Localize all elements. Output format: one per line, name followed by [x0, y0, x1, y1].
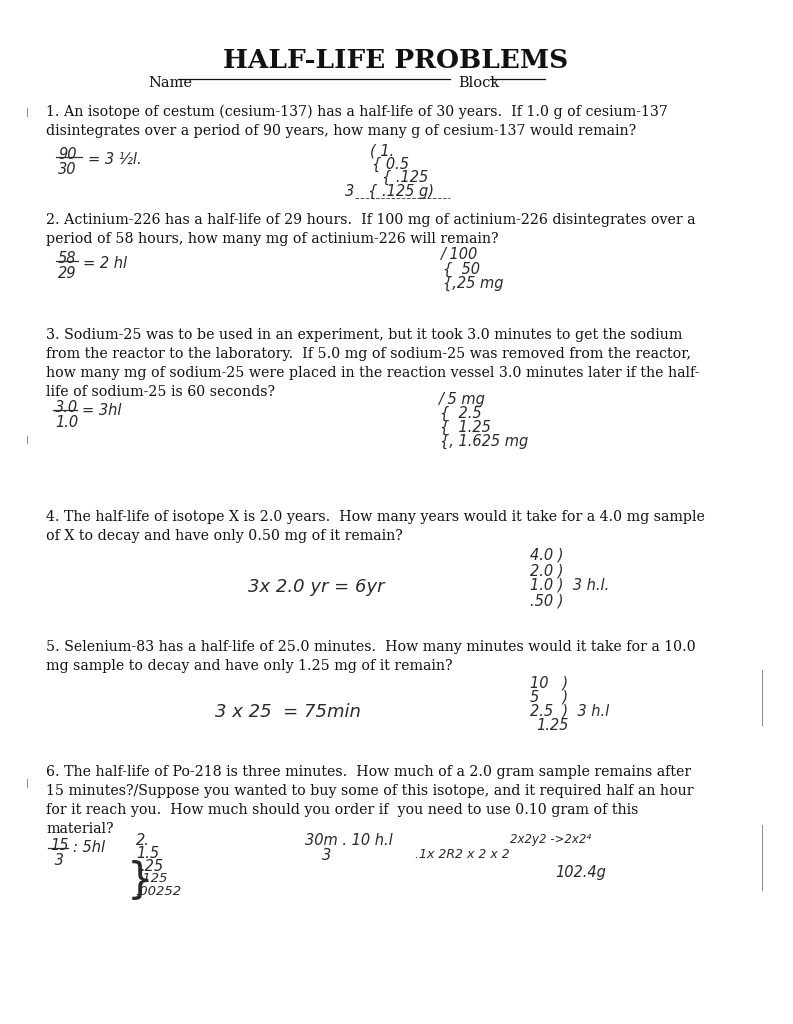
Text: 90: 90 — [58, 147, 76, 162]
Text: HALF-LIFE PROBLEMS: HALF-LIFE PROBLEMS — [224, 48, 569, 73]
Text: 102.4g: 102.4g — [555, 865, 606, 880]
Text: 30: 30 — [58, 162, 76, 177]
Text: 1.25: 1.25 — [536, 718, 569, 733]
Text: {,25 mg: {,25 mg — [443, 276, 504, 291]
Text: 5     ): 5 ) — [530, 690, 568, 705]
Text: 6. The half-life of Po-218 is three minutes.  How much of a 2.0 gram sample rema: 6. The half-life of Po-218 is three minu… — [46, 765, 694, 836]
Text: 1.0 )  3 h.l.: 1.0 ) 3 h.l. — [530, 578, 609, 593]
Text: 1. An isotope of cestum (cesium-137) has a half-life of 30 years.  If 1.0 g of c: 1. An isotope of cestum (cesium-137) has… — [46, 105, 668, 138]
Text: = 3 ½l.: = 3 ½l. — [88, 152, 142, 167]
Text: 3x 2.0 yr = 6yr: 3x 2.0 yr = 6yr — [248, 578, 385, 596]
Text: 29: 29 — [58, 266, 76, 281]
Text: 1.0: 1.0 — [55, 415, 79, 430]
Text: .50 ): .50 ) — [530, 593, 564, 608]
Text: .125: .125 — [138, 872, 167, 885]
Text: .00252: .00252 — [135, 885, 181, 898]
Text: 30m . 10 h.l: 30m . 10 h.l — [305, 833, 393, 848]
Text: { 0.5: { 0.5 — [372, 157, 409, 172]
Text: ( 1.: ( 1. — [370, 143, 394, 158]
Text: Block: Block — [458, 76, 500, 90]
Text: 2x2y2 ->2x2⁴: 2x2y2 ->2x2⁴ — [510, 833, 591, 846]
Text: : 5hl: : 5hl — [73, 840, 105, 855]
Text: 2.0 ): 2.0 ) — [530, 563, 564, 578]
Text: 3.0: 3.0 — [55, 400, 79, 415]
Text: 4.0 ): 4.0 ) — [530, 548, 564, 563]
Text: 3: 3 — [322, 848, 331, 863]
Text: = 3hl: = 3hl — [82, 403, 121, 418]
Text: 2. Actinium-226 has a half-life of 29 hours.  If 100 mg of actinium-226 disinteg: 2. Actinium-226 has a half-life of 29 ho… — [46, 213, 695, 246]
Text: {  50: { 50 — [443, 262, 480, 278]
Text: {  1.25: { 1.25 — [440, 420, 491, 435]
Text: Name: Name — [148, 76, 192, 90]
Text: 1.5: 1.5 — [136, 846, 159, 861]
Text: 15: 15 — [50, 838, 68, 853]
Text: / 5 mg: / 5 mg — [438, 392, 485, 407]
Text: 3. Sodium-25 was to be used in an experiment, but it took 3.0 minutes to get the: 3. Sodium-25 was to be used in an experi… — [46, 328, 699, 399]
Text: .1x 2R2 x 2 x 2: .1x 2R2 x 2 x 2 — [415, 848, 510, 861]
Text: 58: 58 — [58, 251, 76, 266]
Text: 3   { .125 g): 3 { .125 g) — [345, 184, 434, 200]
Text: }: } — [127, 860, 154, 902]
Text: 4. The half-life of isotope X is 2.0 years.  How many years would it take for a : 4. The half-life of isotope X is 2.0 yea… — [46, 510, 705, 543]
Text: {, 1.625 mg: {, 1.625 mg — [440, 434, 528, 450]
Text: {  2.5: { 2.5 — [440, 406, 481, 421]
Text: 2.5  )  3 h.l: 2.5 ) 3 h.l — [530, 703, 609, 718]
Text: = 2 hl: = 2 hl — [83, 256, 127, 271]
Text: 3 x 25  = 75min: 3 x 25 = 75min — [215, 703, 361, 721]
Text: / 100: / 100 — [440, 247, 477, 262]
Text: 10   ): 10 ) — [530, 675, 568, 690]
Text: { .125: { .125 — [382, 170, 428, 185]
Text: 3: 3 — [50, 853, 64, 868]
Text: 2.: 2. — [136, 833, 150, 848]
Text: .25: .25 — [140, 859, 163, 874]
Text: 5. Selenium-83 has a half-life of 25.0 minutes.  How many minutes would it take : 5. Selenium-83 has a half-life of 25.0 m… — [46, 640, 695, 673]
